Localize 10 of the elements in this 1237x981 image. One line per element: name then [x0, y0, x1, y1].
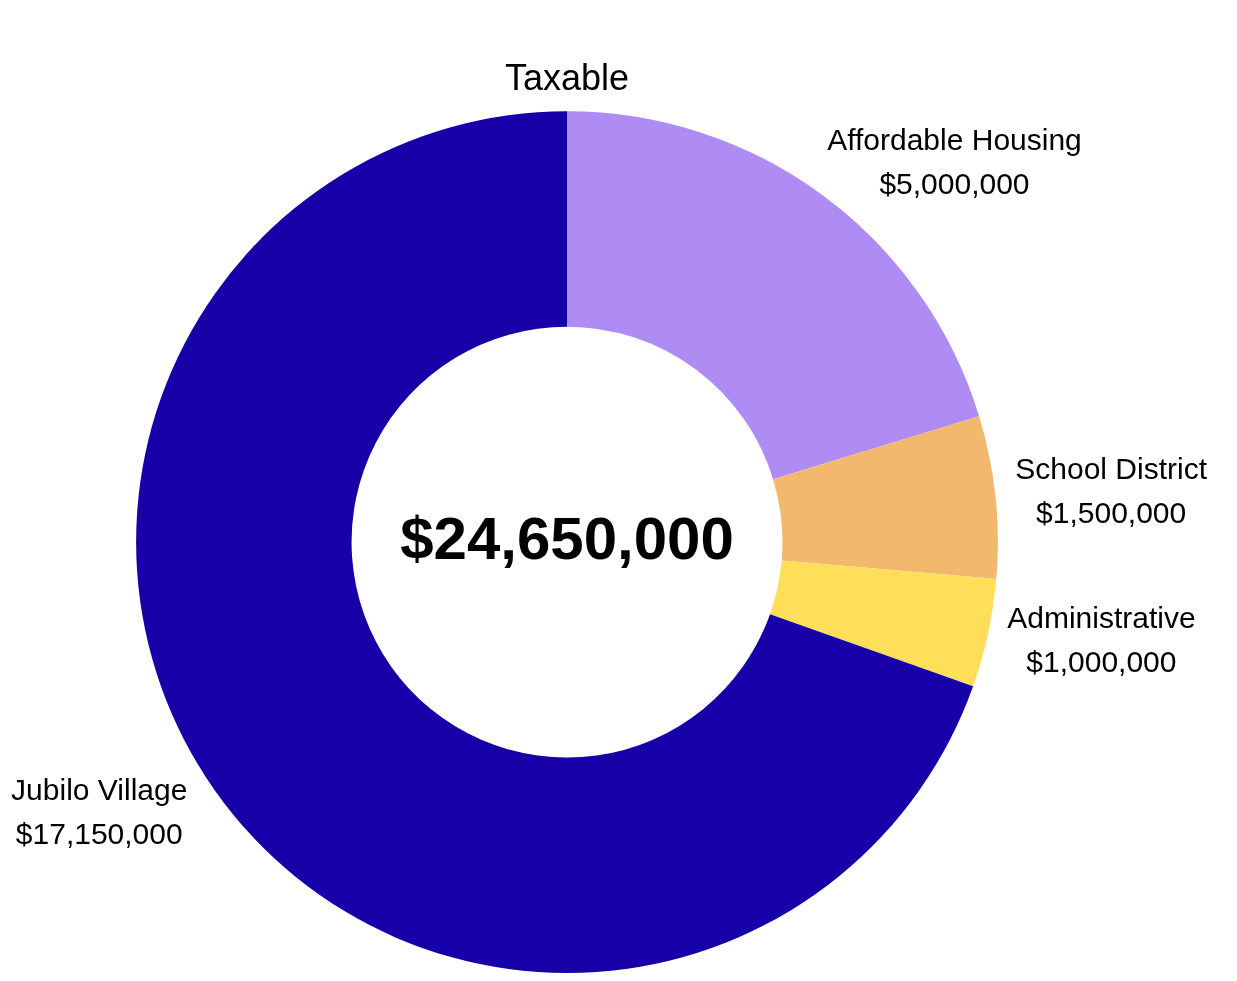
slice-label: Jubilo Village: [11, 773, 188, 807]
data-label: $5,000,000: [879, 166, 1030, 200]
slice-label: Administrative: [1007, 601, 1196, 635]
slice-label: School District: [1015, 451, 1208, 485]
text: $24,650,000: [400, 504, 734, 572]
data-label: $17,150,000: [15, 817, 183, 851]
chart-title: Taxable: [504, 56, 630, 98]
data-label: $1,000,000: [1026, 645, 1177, 679]
data-label: $1,500,000: [1036, 495, 1187, 529]
slice-label: Affordable Housing: [827, 122, 1082, 156]
